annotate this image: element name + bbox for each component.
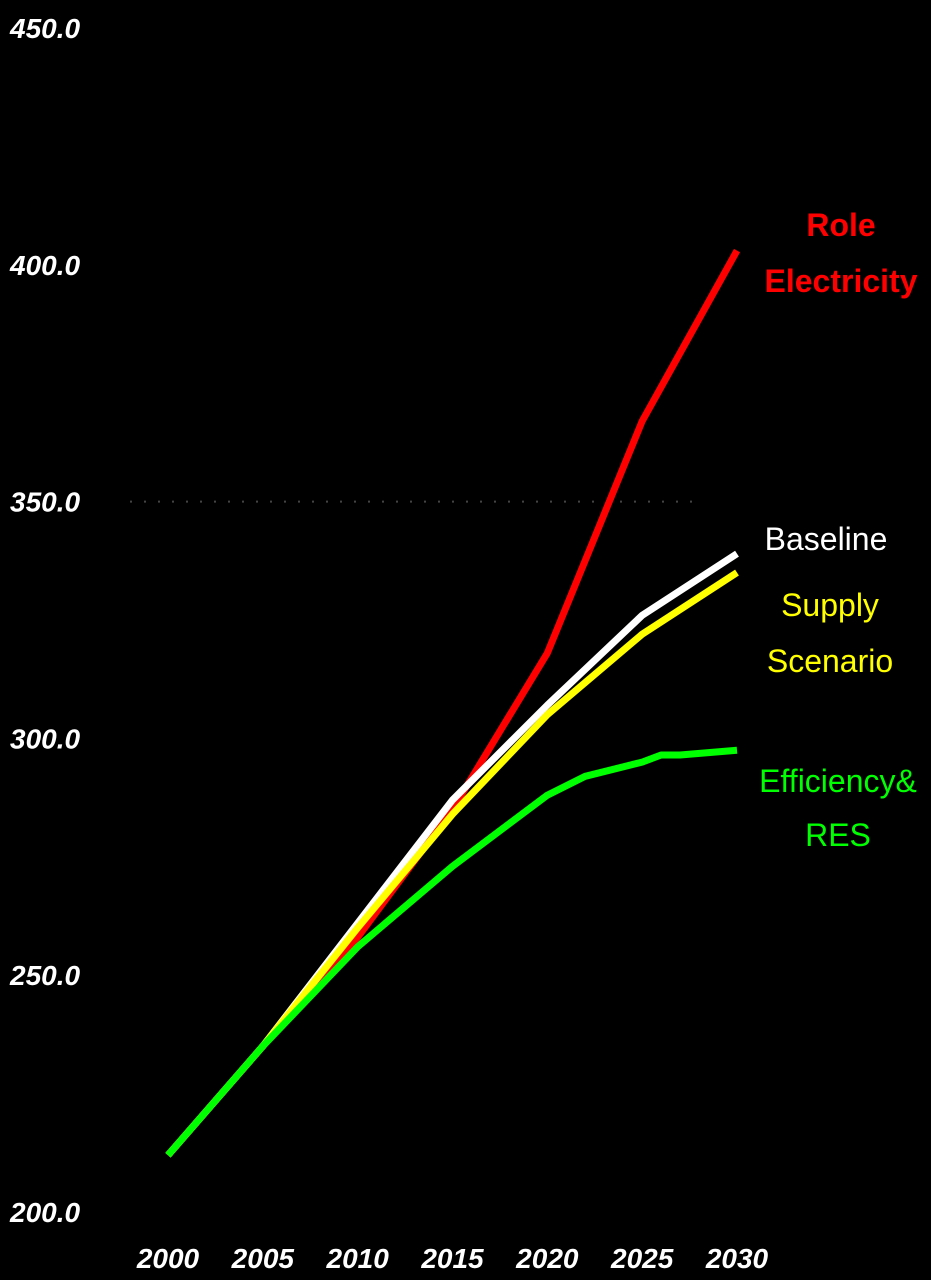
y-tick-label: 400.0 (9, 250, 80, 281)
y-tick-label: 200.0 (9, 1197, 80, 1228)
x-tick-label: 2020 (515, 1243, 579, 1274)
series-label-2: Supply (781, 587, 879, 623)
series-label-3: RES (805, 817, 871, 853)
y-tick-label: 350.0 (10, 487, 80, 518)
series-line-1 (165, 550, 739, 1158)
x-tick-label: 2015 (420, 1243, 484, 1274)
x-axis-tick-labels: 2000 2005 2010 2015 2020 2025 2030 (136, 1243, 769, 1274)
y-tick-label: 250.0 (9, 960, 80, 991)
series-label-1: Baseline (765, 521, 888, 557)
x-tick-label: 2030 (705, 1243, 769, 1274)
series-lines (165, 248, 741, 1158)
series-line-0 (165, 248, 741, 1158)
series-line-3 (165, 746, 738, 1158)
x-tick-label: 2000 (136, 1243, 200, 1274)
x-tick-label: 2005 (231, 1243, 295, 1274)
series-label-3: Efficiency& (759, 763, 917, 799)
x-tick-label: 2025 (610, 1243, 674, 1274)
x-tick-label: 2010 (326, 1243, 390, 1274)
series-label-0: Electricity (765, 263, 918, 299)
series-labels: Role Electricity Baseline Supply Scenario Eff… (759, 207, 918, 853)
y-tick-label: 450.0 (9, 13, 80, 44)
series-label-0: Role (806, 207, 875, 243)
y-tick-label: 300.0 (10, 723, 80, 754)
series-label-2: Scenario (767, 643, 893, 679)
y-axis-tick-labels: 200.0 250.0 300.0 350.0 400.0 450.0 (9, 13, 80, 1228)
